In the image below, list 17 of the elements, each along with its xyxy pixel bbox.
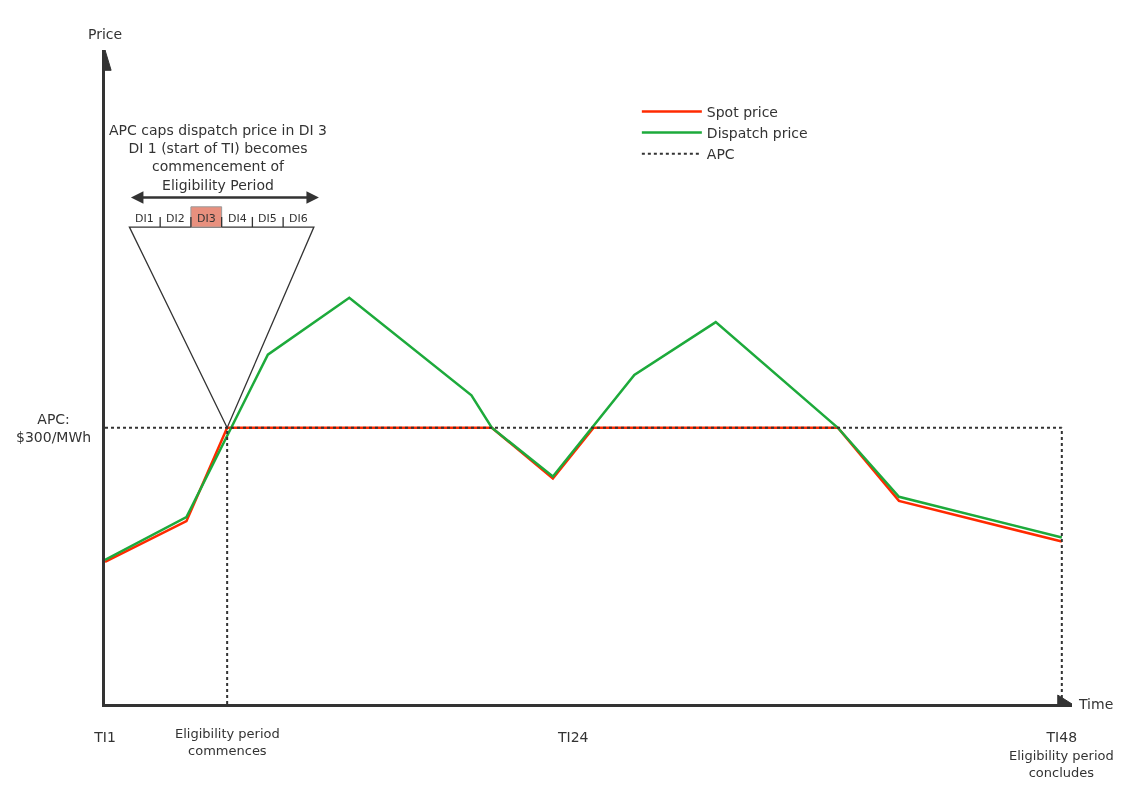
text: DI6 (289, 212, 308, 225)
text: DI5 (258, 212, 277, 225)
text: DI2 (166, 212, 185, 225)
x-axis-title: Time (1078, 696, 1114, 712)
text: Eligibility period concludes (1009, 748, 1114, 780)
text: DI1 (135, 212, 154, 225)
text: APC caps dispatch price in DI 3 DI 1 (start of TI) becomes commencement of Eligibility Period (109, 122, 327, 193)
legend-label: Spot price (706, 103, 778, 120)
legend-label: Dispatch price (706, 125, 808, 142)
text: Price (88, 26, 123, 42)
x-tick-label: TI1 (93, 728, 116, 745)
legend-label: APC (706, 146, 735, 163)
x-tick-label: TI24 (556, 728, 589, 745)
text: Eligibility period commences (175, 726, 280, 758)
text: DI4 (228, 212, 247, 225)
x-tick-label: TI48 (1045, 728, 1078, 745)
text: APC: $300/MWh (16, 411, 92, 446)
